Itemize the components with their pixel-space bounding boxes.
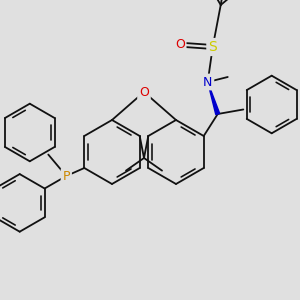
Text: S: S — [208, 40, 217, 54]
Text: P: P — [62, 169, 70, 182]
Text: N: N — [203, 76, 212, 88]
Polygon shape — [208, 82, 220, 115]
Text: O: O — [175, 38, 185, 52]
Text: O: O — [139, 85, 149, 98]
